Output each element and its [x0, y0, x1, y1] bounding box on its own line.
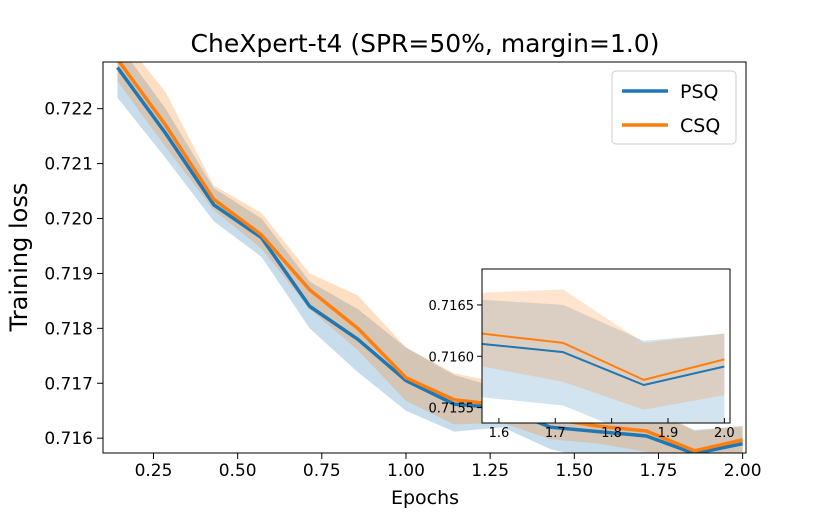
inset-background	[482, 269, 730, 423]
x-tick-label: 1.00	[387, 461, 425, 481]
inset-x-tick-label: 1.8	[601, 426, 622, 441]
y-tick-label: 0.716	[44, 429, 93, 449]
x-tick-label: 1.25	[471, 461, 509, 481]
inset-line-csq	[482, 332, 725, 381]
x-axis-label: Epochs	[391, 487, 459, 509]
main-plot-frame	[102, 61, 747, 454]
inset-x-ticks: 1.6 1.7 1.8 1.9 2.0	[489, 418, 735, 441]
inset-x-tick-label: 1.9	[658, 426, 679, 441]
inset-lines	[482, 332, 725, 387]
inset-y-tick-label: 0.7155	[429, 402, 475, 417]
inset-y-tick-label: 0.7165	[429, 299, 475, 314]
main-bands	[117, 62, 743, 453]
legend: PSQ CSQ	[611, 70, 737, 145]
main-band-psq	[117, 62, 743, 453]
chart-title: CheXpert-t4 (SPR=50%, margin=1.0)	[191, 29, 660, 58]
main-plot: 0.25 0.50 0.75 1.00 1.25 1.50 1.75 2.00 0.7160.…	[44, 61, 762, 481]
inset-x-tick-label: 2.0	[714, 426, 735, 441]
inset-frame	[481, 268, 731, 424]
y-tick-label: 0.717	[44, 374, 93, 394]
inset-y-tick-label: 0.7160	[429, 350, 475, 365]
y-tick-label: 0.721	[44, 155, 93, 175]
x-tick-label: 0.75	[303, 461, 341, 481]
y-tick-label: 0.718	[44, 319, 93, 339]
main-line-csq	[117, 62, 744, 453]
inset-line-psq	[482, 342, 725, 387]
x-axis-ticks: 0.25 0.50 0.75 1.00 1.25 1.50 1.75 2.00	[135, 453, 762, 481]
inset-x-tick-label: 1.6	[489, 426, 510, 441]
x-tick-label: 1.50	[555, 461, 593, 481]
y-tick-label: 0.722	[44, 100, 93, 120]
x-tick-label: 1.75	[640, 461, 678, 481]
main-band-csq	[117, 62, 743, 453]
inset-x-tick-label: 1.7	[545, 426, 566, 441]
y-tick-label: 0.719	[44, 264, 93, 284]
main-line-psq	[116, 66, 743, 453]
inset-plot: 1.6 1.7 1.8 1.9 2.0 0.7155 0.7160 0.7165	[429, 268, 735, 441]
inset-y-ticks: 0.7155 0.7160 0.7165	[429, 299, 482, 417]
legend-csq-label: CSQ	[680, 115, 720, 137]
x-tick-label: 2.00	[724, 461, 762, 481]
y-axis-label: Training loss	[5, 183, 33, 333]
y-axis-ticks: 0.716 0.717 0.718 0.719 0.720 0.721 0.722	[44, 100, 103, 449]
legend-psq-label: PSQ	[680, 81, 718, 103]
x-tick-label: 0.50	[219, 461, 257, 481]
x-tick-label: 0.25	[135, 461, 173, 481]
y-tick-label: 0.720	[44, 210, 93, 230]
